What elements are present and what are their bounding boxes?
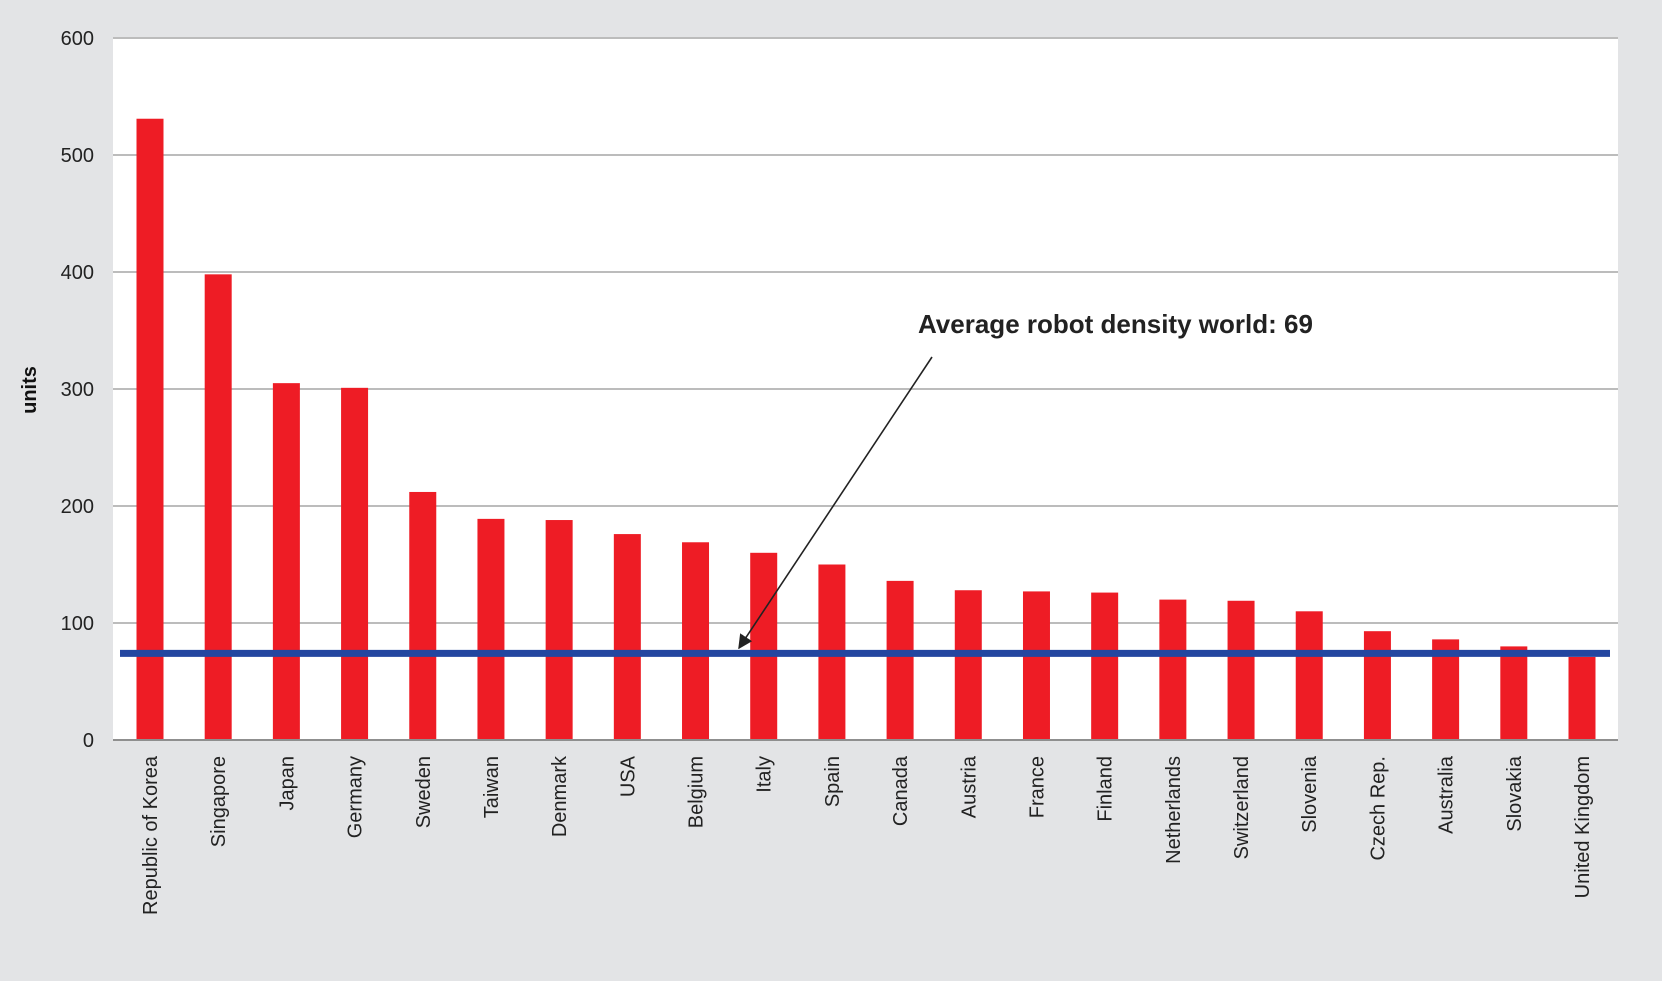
bar-germany (341, 387, 369, 740)
bar-slovakia (1500, 646, 1528, 740)
x-tick-label-belgium: Belgium (686, 756, 708, 828)
annotation-text: Average robot density world: 69 (918, 309, 1313, 339)
x-tick-label-czech-rep: Czech Rep. (1367, 756, 1389, 861)
x-tick-label-usa: USA (617, 755, 639, 797)
bar-finland (1091, 592, 1119, 740)
y-tick-label-200: 200 (61, 496, 94, 518)
bar-switzerland (1227, 600, 1255, 740)
bar-italy (750, 552, 778, 740)
x-tick-label-switzerland: Switzerland (1231, 756, 1253, 859)
bar-canada (886, 580, 914, 740)
x-tick-label-singapore: Singapore (208, 756, 230, 847)
bar-taiwan (477, 518, 505, 740)
bar-slovenia (1295, 611, 1323, 740)
x-tick-label-australia: Australia (1436, 755, 1458, 834)
x-tick-label-denmark: Denmark (549, 755, 571, 837)
bar-usa (613, 534, 641, 740)
x-tick-label-italy: Italy (754, 756, 776, 793)
x-tick-label-slovenia: Slovenia (1299, 755, 1321, 833)
x-tick-label-netherlands: Netherlands (1163, 756, 1185, 864)
bar-denmark (545, 520, 573, 740)
bar-czech-rep (1363, 631, 1391, 740)
y-axis-label: units (19, 366, 41, 414)
bar-sweden (409, 491, 437, 740)
y-tick-label-600: 600 (61, 28, 94, 50)
bar-belgium (682, 542, 710, 740)
x-tick-label-france: France (1026, 756, 1048, 818)
y-tick-label-100: 100 (61, 613, 94, 635)
x-tick-label-united-kingdom: United Kingdom (1572, 756, 1594, 898)
bar-united-kingdom (1568, 656, 1596, 740)
x-tick-label-germany: Germany (345, 756, 367, 838)
bar-republic-of-korea (136, 118, 164, 741)
y-axis-ticks: 0 100 200 300 400 500 600 (61, 28, 94, 752)
bar-austria (954, 590, 982, 740)
bar-netherlands (1159, 599, 1187, 740)
bar-japan (272, 383, 300, 740)
x-tick-label-republic-of-korea: Republic of Korea (140, 755, 162, 915)
bars (136, 118, 1596, 741)
y-tick-label-0: 0 (83, 730, 94, 752)
x-tick-label-canada: Canada (890, 755, 912, 826)
x-tick-label-taiwan: Taiwan (481, 756, 503, 818)
bar-france (1022, 591, 1050, 740)
y-tick-label-300: 300 (61, 379, 94, 401)
x-tick-label-japan: Japan (276, 756, 298, 811)
x-tick-label-sweden: Sweden (413, 756, 435, 828)
x-tick-label-austria: Austria (958, 755, 980, 818)
bar-singapore (204, 274, 232, 740)
annotation-arrow (738, 356, 933, 650)
x-tick-label-finland: Finland (1095, 756, 1117, 822)
x-tick-label-spain: Spain (822, 756, 844, 807)
x-axis-labels: Republic of Korea Singapore Japan Germany Sw… (140, 755, 1594, 915)
y-tick-label-400: 400 (61, 262, 94, 284)
y-tick-label-500: 500 (61, 145, 94, 167)
x-tick-label-slovakia: Slovakia (1504, 755, 1526, 831)
